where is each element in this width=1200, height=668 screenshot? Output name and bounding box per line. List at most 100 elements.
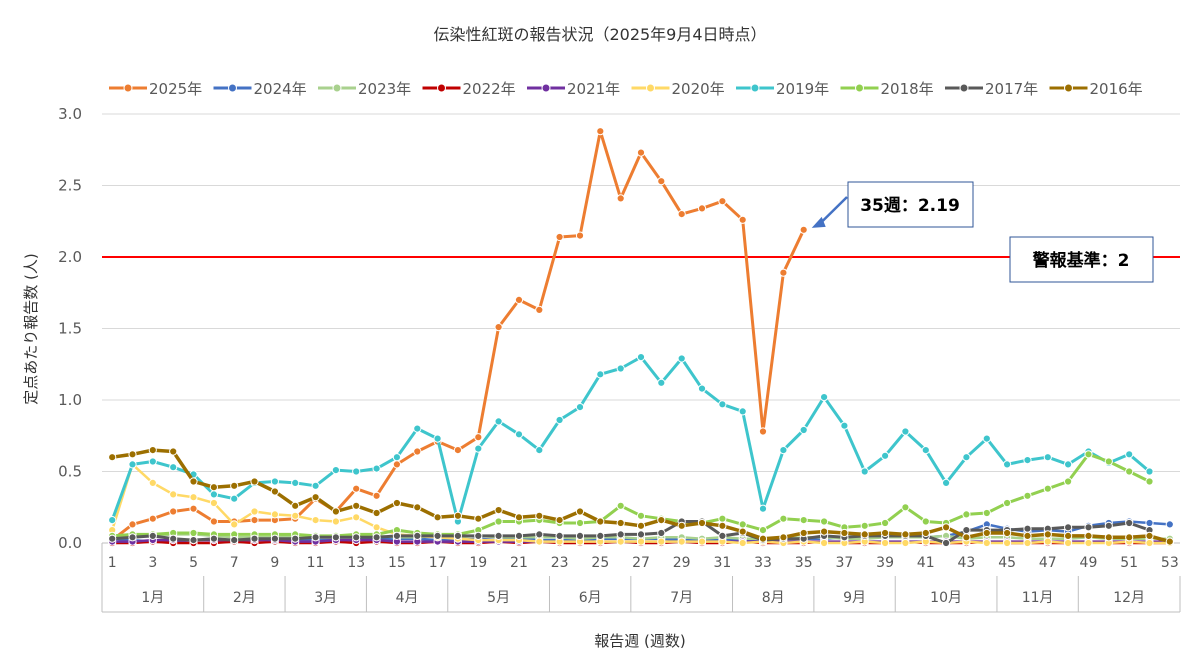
- legend-item: 2020年: [631, 80, 725, 98]
- legend-swatch-marker: [437, 83, 446, 93]
- data-point: [474, 444, 483, 453]
- x-axis-label: 報告週 (週数): [594, 632, 685, 650]
- data-point: [758, 526, 768, 535]
- data-point: [1043, 453, 1052, 462]
- data-point: [1064, 531, 1073, 541]
- y-tick-label: 1.5: [58, 320, 82, 338]
- data-point: [799, 425, 808, 435]
- data-point: [1003, 460, 1012, 469]
- data-point: [1125, 533, 1134, 542]
- y-tick-label: 2.5: [58, 177, 82, 195]
- data-point: [616, 194, 625, 203]
- data-point: [921, 528, 930, 538]
- data-point: [169, 490, 178, 499]
- data-point: [270, 487, 279, 496]
- legend-label: 2024年: [254, 80, 307, 98]
- data-point: [779, 268, 788, 277]
- data-point: [392, 531, 401, 541]
- data-point: [108, 516, 117, 525]
- data-point: [494, 506, 503, 515]
- data-point: [453, 511, 462, 520]
- data-point: [636, 353, 646, 362]
- data-point: [1023, 491, 1032, 500]
- series-line: [111, 129, 806, 542]
- data-point: [1165, 537, 1174, 546]
- legend-item: 2016年: [1049, 80, 1143, 98]
- data-point: [596, 127, 605, 136]
- data-point: [738, 215, 747, 224]
- x-tick-label: 35: [795, 555, 813, 571]
- data-point: [840, 528, 849, 538]
- data-point: [555, 232, 564, 242]
- x-tick-label: 47: [1039, 555, 1057, 571]
- series-2016年: [108, 446, 1174, 546]
- legend-item: 2017年: [945, 80, 1038, 98]
- x-tick-label: 5: [189, 555, 198, 571]
- data-point: [657, 516, 666, 525]
- data-point: [209, 483, 218, 492]
- data-point: [148, 514, 157, 523]
- data-point: [209, 498, 218, 508]
- data-point: [433, 434, 442, 443]
- data-point: [758, 534, 768, 543]
- data-point: [779, 533, 788, 542]
- x-tick-label: 51: [1120, 555, 1138, 571]
- data-point: [1145, 538, 1154, 548]
- data-point: [291, 501, 300, 510]
- legend-label: 2025年: [149, 80, 202, 98]
- data-point: [413, 503, 422, 512]
- data-point: [1084, 531, 1093, 541]
- data-point: [270, 534, 279, 543]
- threshold-callout: 警報基準：2: [1009, 236, 1154, 283]
- data-point: [718, 521, 727, 530]
- legend-swatch-marker: [959, 83, 969, 93]
- data-point: [474, 514, 483, 523]
- data-point: [962, 510, 971, 519]
- x-tick-label: 37: [835, 555, 853, 571]
- legend-swatch-marker: [541, 83, 551, 93]
- data-point: [575, 403, 585, 412]
- x-tick-label: 9: [270, 555, 279, 571]
- month-label: 8月: [762, 590, 785, 606]
- data-point: [1125, 518, 1134, 528]
- data-point: [189, 536, 198, 545]
- data-point: [982, 538, 991, 548]
- data-point: [718, 531, 727, 541]
- data-point: [1084, 538, 1093, 548]
- legend-label: 2020年: [672, 80, 725, 98]
- legend-item: 2024年: [213, 80, 307, 98]
- legend-label: 2017年: [985, 80, 1038, 98]
- x-tick-label: 1: [108, 555, 117, 571]
- month-label: 2月: [233, 590, 256, 606]
- x-tick-label: 27: [632, 555, 650, 571]
- x-tick-label: 49: [1080, 555, 1098, 571]
- x-tick-label: 13: [347, 555, 365, 571]
- data-point: [189, 504, 198, 513]
- data-point: [270, 477, 279, 486]
- data-point: [474, 433, 483, 442]
- data-point: [982, 528, 991, 538]
- data-point: [230, 520, 239, 529]
- data-point: [820, 538, 829, 548]
- data-point: [169, 507, 178, 516]
- data-point: [738, 407, 747, 416]
- data-point: [1104, 533, 1113, 542]
- data-point: [575, 231, 585, 240]
- legend-item: 2025年: [109, 80, 202, 98]
- month-label: 10月: [930, 590, 962, 606]
- data-point: [169, 463, 178, 472]
- data-point: [1023, 531, 1032, 541]
- data-point: [230, 536, 239, 545]
- data-point: [128, 450, 137, 459]
- data-point: [250, 507, 259, 516]
- chart-title: 伝染性紅斑の報告状況（2025年9月4日時点）: [433, 25, 766, 44]
- data-point: [230, 481, 239, 490]
- data-point: [128, 520, 137, 529]
- data-point: [413, 447, 422, 456]
- data-point: [881, 518, 890, 528]
- data-point: [1003, 528, 1012, 538]
- data-point: [291, 478, 300, 487]
- peak-callout: 35週：2.19: [811, 181, 974, 228]
- data-point: [881, 451, 890, 460]
